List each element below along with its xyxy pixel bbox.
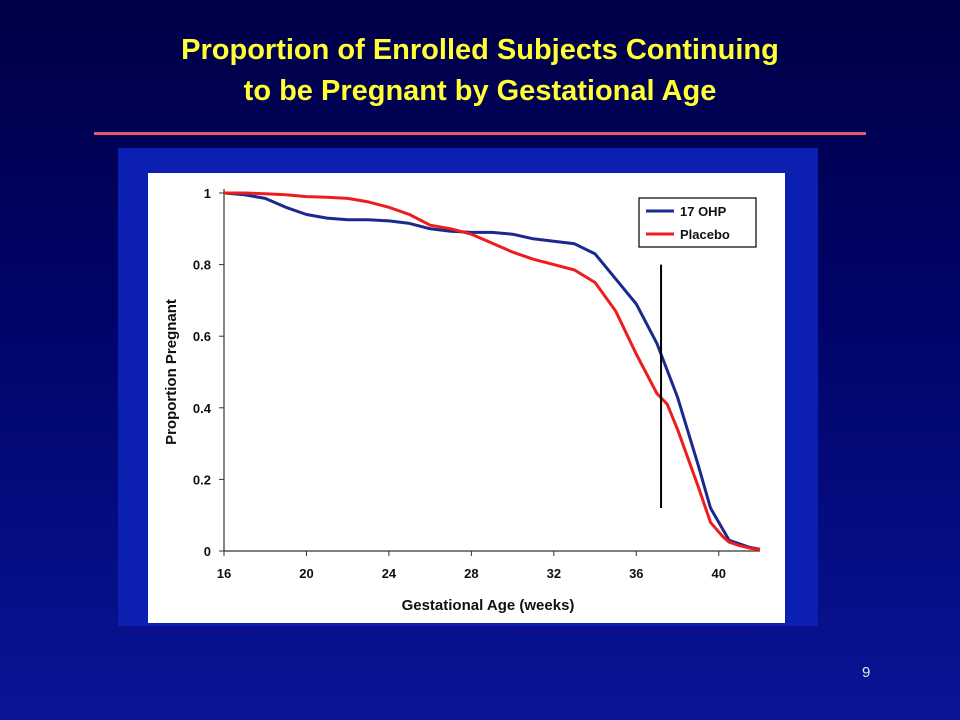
axes-layer: 16 20 24 28 32 36 40 0 0.2 0.4 0.6 0.8 1	[193, 186, 760, 581]
y-tick-label: 0	[204, 544, 211, 559]
series-layer	[223, 191, 761, 552]
survival-chart: 16 20 24 28 32 36 40 0 0.2 0.4 0.6 0.8 1 17 OHP Plac…	[163, 186, 761, 614]
chart-frame: 16 20 24 28 32 36 40 0 0.2 0.4 0.6 0.8 1 17 OHP Plac…	[148, 173, 785, 623]
page-number: 9	[862, 664, 871, 681]
x-tick-label: 20	[299, 566, 313, 581]
x-tick-label: 24	[382, 566, 397, 581]
legend: 17 OHP Placebo	[638, 197, 757, 248]
title-line-1: Proportion of Enrolled Subjects Continui…	[181, 34, 779, 66]
y-tick-label: 0.8	[193, 258, 211, 273]
x-axis-label: Gestational Age (weeks)	[402, 597, 575, 614]
y-tick-label: 1	[204, 186, 211, 201]
x-tick-label: 40	[712, 566, 726, 581]
legend-box	[638, 197, 757, 248]
y-tick-label: 0.6	[193, 329, 211, 344]
x-tick-label: 32	[547, 566, 561, 581]
y-axis-label: Proportion Pregnant	[163, 299, 180, 445]
series-line-placebo	[224, 191, 761, 552]
x-tick-label: 28	[464, 566, 478, 581]
title-line-2: to be Pregnant by Gestational Age	[243, 75, 717, 107]
legend-label-17-ohp: 17 OHP	[680, 204, 727, 219]
x-tick-label: 16	[217, 566, 231, 581]
y-tick-label: 0.2	[193, 472, 211, 487]
series-line-17-ohp	[223, 191, 761, 551]
legend-label-placebo: Placebo	[680, 227, 730, 242]
y-tick-label: 0.4	[193, 401, 212, 416]
x-tick-label: 36	[629, 566, 643, 581]
title-underline	[94, 132, 866, 135]
slide-title: Proportion of Enrolled Subjects Continui…	[60, 30, 900, 112]
